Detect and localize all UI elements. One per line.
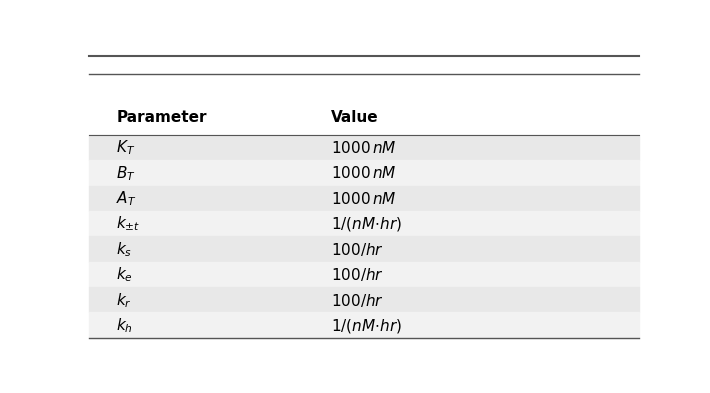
Text: $100/hr$: $100/hr$: [331, 266, 384, 283]
Text: $k_e$: $k_e$: [116, 265, 133, 284]
Bar: [89, 211, 639, 236]
Text: $k_s$: $k_s$: [116, 240, 132, 259]
Text: $k_{\pm t}$: $k_{\pm t}$: [116, 215, 141, 233]
Bar: [89, 312, 639, 338]
Text: Value: Value: [331, 110, 378, 125]
Text: $1000\,nM$: $1000\,nM$: [331, 191, 397, 207]
Text: $1/(nM{\cdot}hr)$: $1/(nM{\cdot}hr)$: [331, 316, 402, 334]
Bar: [89, 262, 639, 287]
Text: $100/hr$: $100/hr$: [331, 292, 384, 309]
Bar: [89, 287, 639, 312]
Bar: [89, 236, 639, 262]
Text: $1000\,nM$: $1000\,nM$: [331, 165, 397, 182]
Text: $1/(nM{\cdot}hr)$: $1/(nM{\cdot}hr)$: [331, 215, 402, 233]
Text: $B_T$: $B_T$: [116, 164, 136, 183]
Text: $k_h$: $k_h$: [116, 316, 133, 335]
Text: $100/hr$: $100/hr$: [331, 241, 384, 258]
Bar: [89, 185, 639, 211]
Text: Parameter: Parameter: [116, 110, 207, 125]
Bar: [89, 95, 639, 135]
Bar: [89, 160, 639, 185]
Text: $1000\,nM$: $1000\,nM$: [331, 140, 397, 156]
Bar: [89, 135, 639, 160]
Text: $k_r$: $k_r$: [116, 291, 132, 310]
Text: $K_T$: $K_T$: [116, 139, 136, 158]
Text: $A_T$: $A_T$: [116, 189, 137, 208]
